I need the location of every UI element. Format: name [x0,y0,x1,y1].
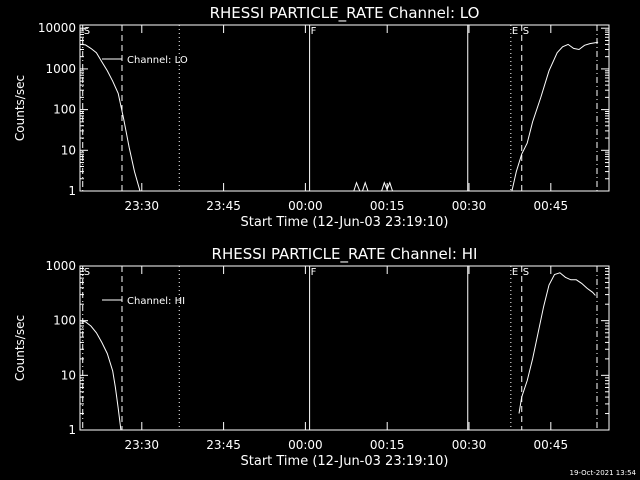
marker-label: S [523,26,529,37]
marker-label: S [523,267,529,278]
y-tick-label: 10 [61,368,76,382]
y-tick-label: 100 [53,103,76,117]
x-tick-label: 00:30 [452,438,487,452]
y-tick-label: 1 [68,423,76,437]
series-line [518,272,596,414]
y-tick-label: 1 [68,184,76,198]
x-tick-label: 23:30 [124,199,159,213]
y-tick-label: 10000 [38,21,76,35]
series-line [353,181,369,191]
x-axis-label: Start Time (12-Jun-03 23:19:10) [241,215,449,230]
x-tick-label: 23:45 [206,199,241,213]
y-tick-label: 10 [61,143,76,157]
panel-lo: RHESSI PARTICLE_RATE Channel: LO Start Ti… [13,4,610,230]
y-axis-label: Counts/sec [13,315,27,381]
plot-frame [79,265,610,431]
x-tick-label: 00:00 [288,438,323,452]
x-tick-label: 00:15 [370,438,405,452]
x-tick-label: 00:00 [288,199,323,213]
series-line [80,320,122,430]
marker-label: F [311,267,317,278]
legend-label: Channel: HI [127,296,185,307]
plot-frame [79,24,610,192]
series-line [80,43,141,191]
chart-title: RHESSI PARTICLE_RATE Channel: HI [212,245,478,264]
panel-hi: RHESSI PARTICLE_RATE Channel: HI Start Ti… [13,245,610,469]
series-line [511,41,599,191]
legend-label: Channel: LO [127,55,188,66]
x-axis-label: Start Time (12-Jun-03 23:19:10) [241,454,449,469]
x-tick-label: 00:30 [452,199,487,213]
marker-label: S [84,267,90,278]
marker-label: E [512,26,518,37]
x-tick-label: 23:45 [206,438,241,452]
marker-label: S [84,26,90,37]
x-tick-label: 00:15 [370,199,405,213]
y-tick-label: 100 [53,314,76,328]
x-tick-label: 00:45 [534,438,569,452]
chart-title: RHESSI PARTICLE_RATE Channel: LO [210,4,480,23]
footer-timestamp: 19-Oct-2021 13:54 [570,469,637,477]
marker-label: F [311,26,317,37]
x-tick-label: 23:30 [124,438,159,452]
x-tick-label: 00:45 [534,199,569,213]
y-tick-label: 1000 [45,62,76,76]
y-axis-label: Counts/sec [13,75,27,141]
marker-label: E [512,267,518,278]
series-line [381,181,393,191]
y-tick-label: 1000 [45,259,76,273]
